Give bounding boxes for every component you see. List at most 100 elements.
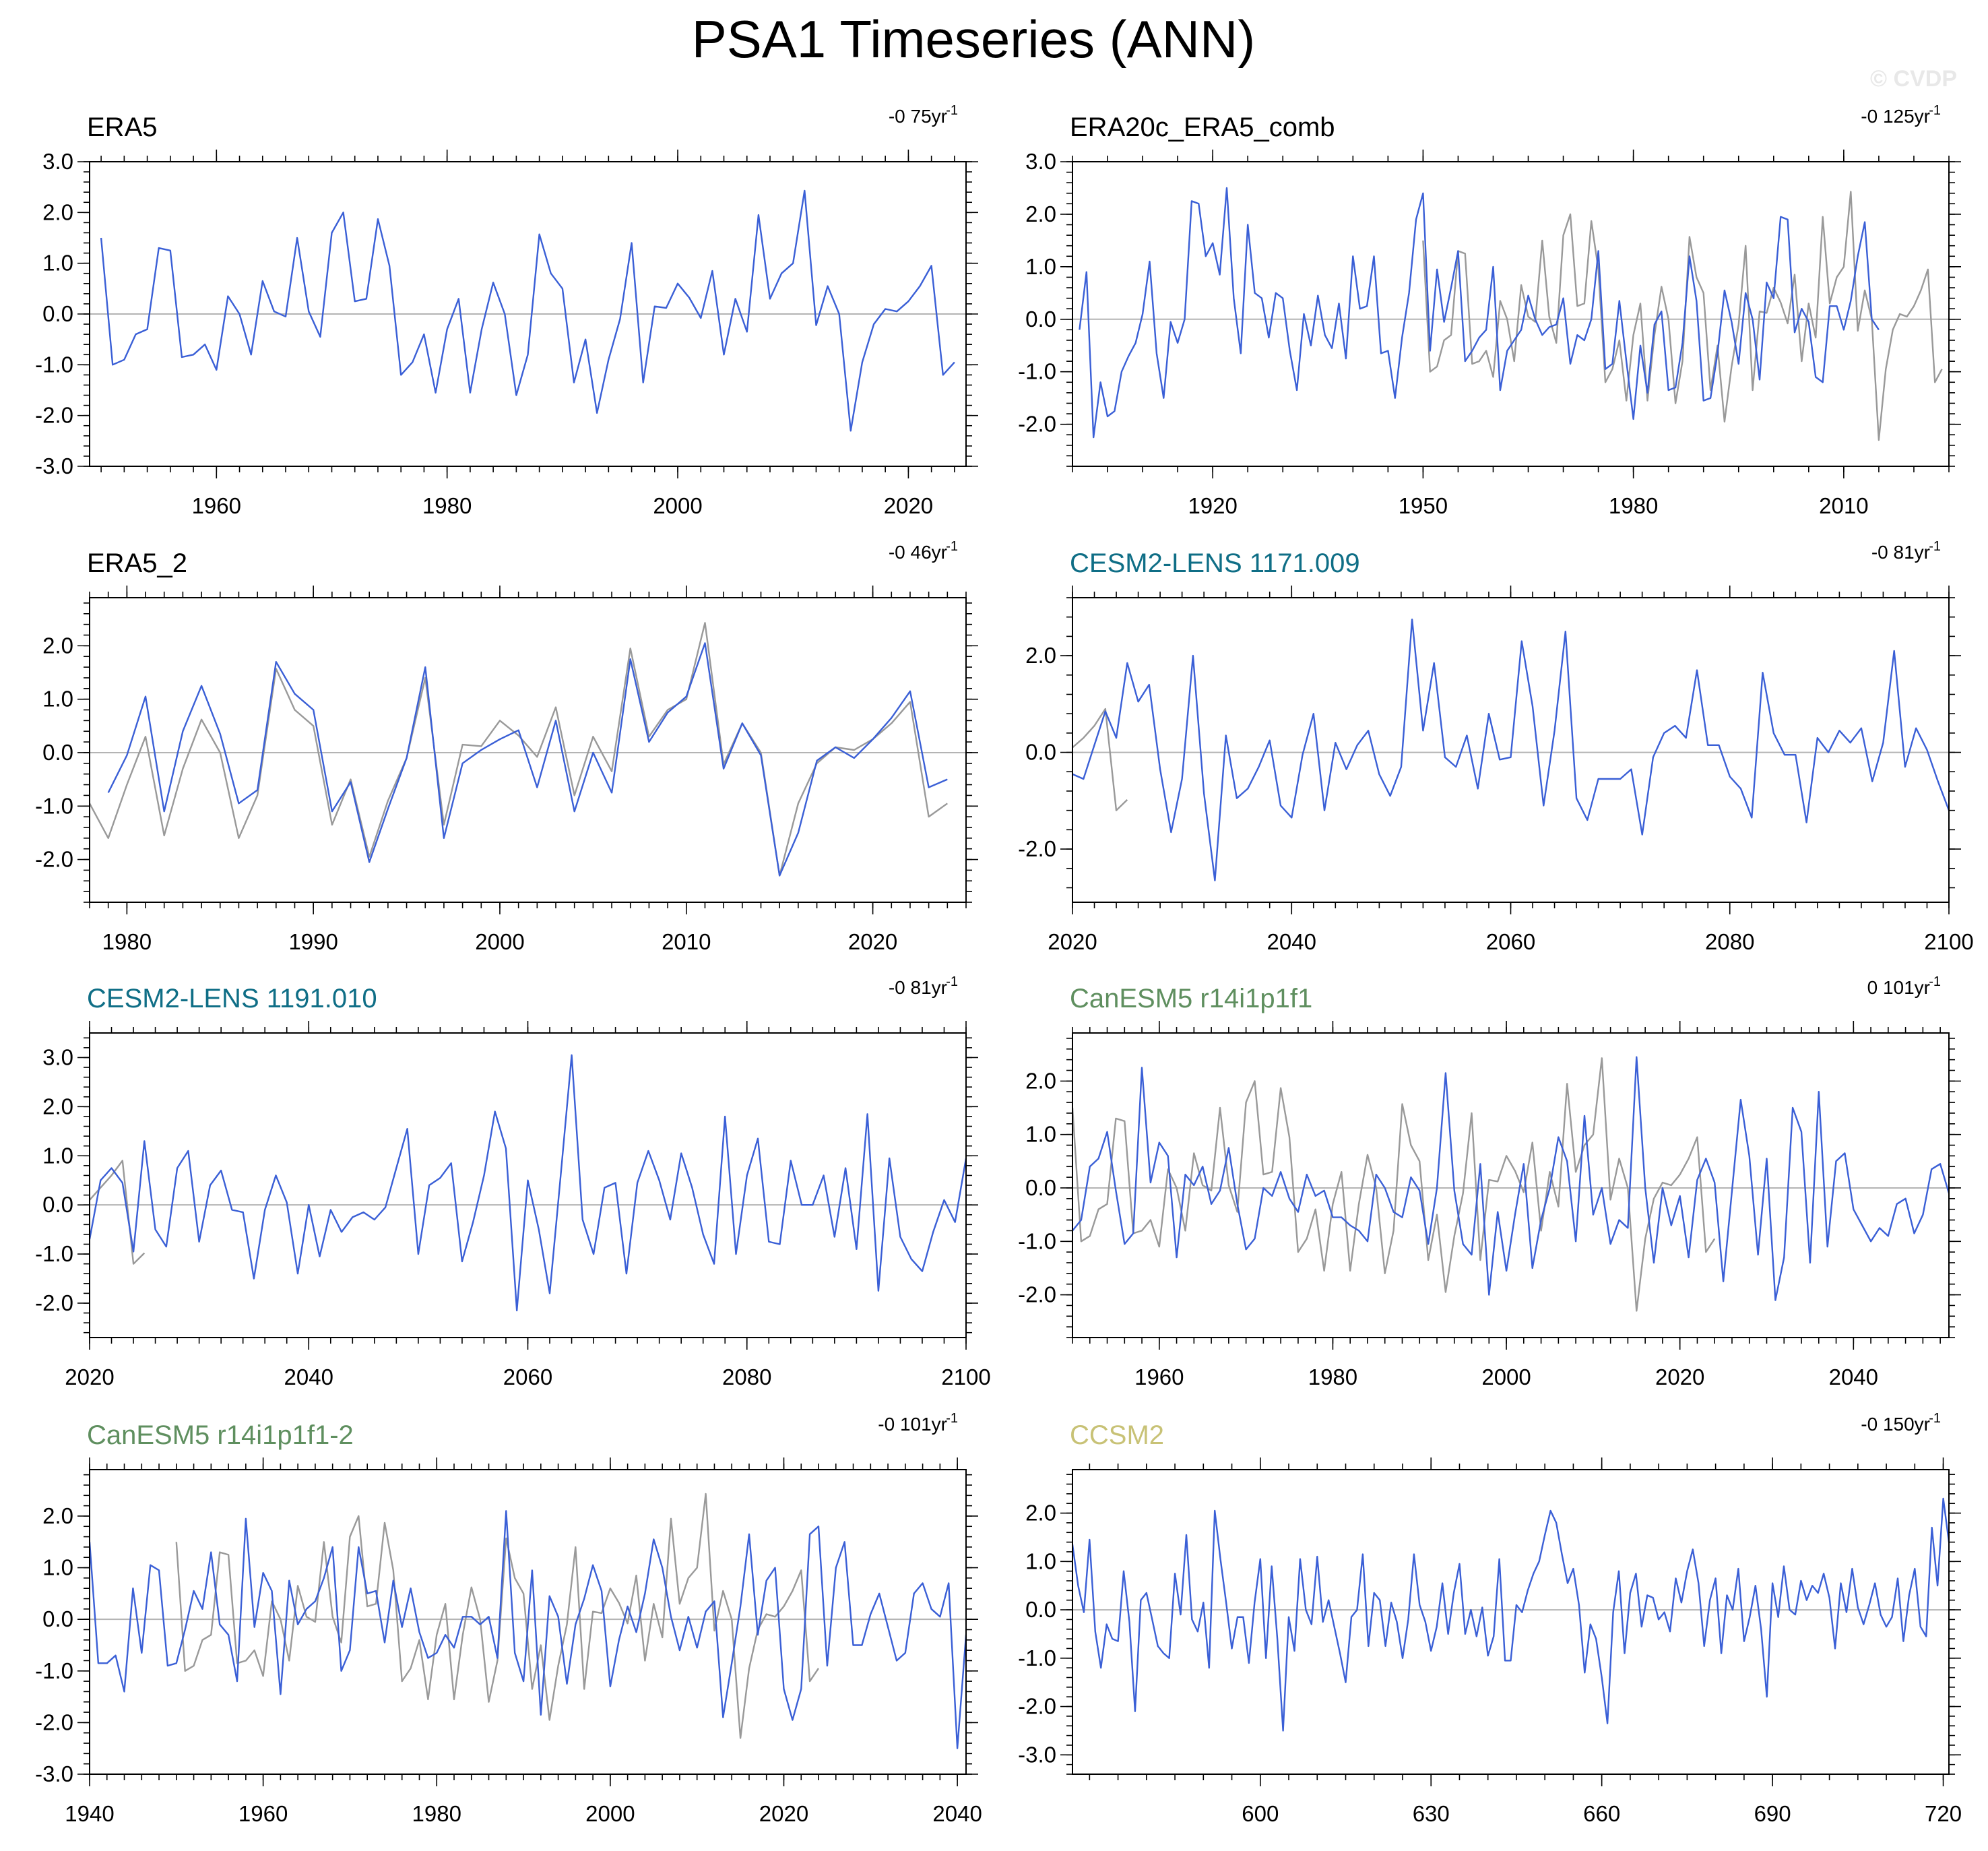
x-tick-label: 2020: [848, 929, 897, 954]
y-tick-label: 0.0: [1025, 307, 1056, 332]
series-line: [1072, 1497, 1949, 1732]
trend-superscript: -1: [946, 974, 958, 989]
y-tick-label: 2.0: [42, 1503, 73, 1528]
y-tick-label: 2.0: [1025, 1501, 1056, 1526]
x-tick-label: 1980: [422, 493, 472, 518]
trend-superscript: -1: [946, 539, 958, 554]
trend-superscript: -1: [1929, 974, 1941, 989]
y-tick-label: 1.0: [1025, 1548, 1056, 1573]
y-tick-label: 1.0: [42, 251, 73, 276]
x-tick-label: 2060: [503, 1364, 552, 1389]
series-line: [1072, 619, 1949, 881]
series-line: [1072, 1056, 1949, 1301]
x-tick-label: 2080: [1705, 929, 1754, 954]
series-line: [90, 1510, 966, 1749]
tick-marks: [77, 1457, 978, 1786]
x-tick-label: 2040: [1829, 1364, 1878, 1389]
y-tick-label: 0.0: [42, 740, 73, 765]
x-tick-label: 2100: [1924, 929, 1973, 954]
panels-container: -3.0 -2.0 -1.0 0.0 1.0 2.0 3.0 1960 1980 2000 2020…: [35, 103, 1974, 1826]
chart-panel: -3.0 -2.0 -1.0 0.0 1.0 2.0 600 630 660 690 720 CCSM…: [1018, 1411, 1962, 1826]
panel-title: ERA5: [87, 113, 158, 142]
series-line: [100, 189, 955, 432]
x-tick-label: 2000: [653, 493, 702, 518]
y-tick-label: 1.0: [42, 687, 73, 712]
y-tick-label: -3.0: [35, 1761, 73, 1786]
y-tick-label: 1.0: [1025, 1122, 1056, 1147]
y-tick-label: -1.0: [1018, 1228, 1056, 1253]
tick-marks: [77, 586, 978, 914]
x-tick-label: 2020: [1655, 1364, 1704, 1389]
x-tick-label: 2100: [941, 1364, 990, 1389]
x-tick-label: 2040: [932, 1801, 982, 1826]
plot-frame: [1072, 1469, 1950, 1775]
x-tick-label: 630: [1413, 1801, 1450, 1826]
trend-label: 0 101yr: [1867, 977, 1930, 998]
chart-panel: -3.0 -2.0 -1.0 0.0 1.0 2.0 3.0 1960 1980 2000 2020…: [35, 103, 978, 518]
y-tick-label: 2.0: [42, 1094, 73, 1119]
trend-superscript: -1: [1929, 103, 1941, 118]
chart-panel: -2.0 -1.0 0.0 1.0 2.0 1980 1990 2000 2010 2020 ERA…: [35, 539, 978, 954]
series-line: [90, 622, 948, 877]
x-tick-label: 2020: [65, 1364, 114, 1389]
x-tick-label: 2010: [1819, 493, 1868, 518]
panel-title: ERA20c_ERA5_comb: [1070, 113, 1335, 142]
y-tick-label: 3.0: [1025, 149, 1056, 174]
series-line: [1422, 191, 1943, 441]
x-tick-label: 1940: [65, 1801, 114, 1826]
x-tick-label: 1980: [412, 1801, 461, 1826]
y-tick-label: 2.0: [42, 199, 73, 224]
x-tick-label: 2020: [759, 1801, 808, 1826]
trend-label: -0 46yr: [889, 542, 947, 563]
trend-superscript: -1: [1929, 539, 1941, 554]
y-tick-label: -2.0: [35, 1290, 73, 1315]
x-tick-label: 1960: [192, 493, 241, 518]
y-tick-label: 1.0: [42, 1143, 73, 1168]
x-tick-label: 2010: [662, 929, 711, 954]
trend-superscript: -1: [946, 1411, 958, 1426]
plot-frame: [89, 1469, 967, 1775]
panel-title: CESM2-LENS 1171.009: [1070, 548, 1360, 578]
chart-panel: -2.0 0.0 2.0 2020 2040 2060 2080 2100 CESM2-LENS…: [1018, 539, 1974, 954]
trend-label: -0 75yr: [889, 106, 947, 127]
series-line: [90, 1054, 966, 1312]
tick-marks: [1060, 150, 1961, 478]
x-tick-label: 2060: [1486, 929, 1535, 954]
x-tick-label: 600: [1242, 1801, 1279, 1826]
plot-frame: [1072, 1032, 1950, 1338]
plot-frame: [1072, 161, 1950, 467]
x-tick-label: 2000: [585, 1801, 635, 1826]
series-line: [1072, 1057, 1716, 1312]
y-tick-label: -2.0: [35, 403, 73, 428]
chart-panel: -2.0 -1.0 0.0 1.0 2.0 1960 1980 2000 2020 2040 Can…: [1018, 974, 1961, 1389]
x-tick-label: 1920: [1188, 493, 1237, 518]
y-tick-label: -2.0: [35, 1709, 73, 1734]
chart-panel: -3.0 -2.0 -1.0 0.0 1.0 2.0 1940 1960 1980 2000 202…: [35, 1411, 982, 1826]
y-tick-label: -3.0: [35, 453, 73, 478]
series-line: [107, 642, 948, 877]
x-tick-label: 1980: [1308, 1364, 1357, 1389]
y-tick-label: -1.0: [1018, 359, 1056, 384]
y-tick-label: -1.0: [35, 1241, 73, 1266]
y-tick-label: 0.0: [42, 301, 73, 326]
y-tick-label: 3.0: [42, 1044, 73, 1069]
x-tick-label: 2000: [1481, 1364, 1531, 1389]
panel-title: ERA5_2: [87, 548, 187, 578]
tick-marks: [77, 1021, 978, 1350]
trend-label: -0 125yr: [1861, 106, 1930, 127]
x-tick-label: 660: [1583, 1801, 1620, 1826]
y-tick-label: -2.0: [1018, 836, 1056, 861]
trend-superscript: -1: [946, 103, 958, 118]
y-tick-label: 0.0: [1025, 1175, 1056, 1200]
panel-title: CESM2-LENS 1191.010: [87, 984, 377, 1013]
trend-superscript: -1: [1929, 1411, 1941, 1426]
chart-panel: -2.0 -1.0 0.0 1.0 2.0 3.0 1920 1950 1980 2010 ERA2…: [1018, 103, 1961, 518]
y-tick-label: 2.0: [1025, 643, 1056, 668]
y-tick-label: -1.0: [35, 1658, 73, 1683]
tick-marks: [1060, 586, 1961, 914]
x-tick-label: 2040: [1267, 929, 1316, 954]
x-tick-label: 1950: [1399, 493, 1448, 518]
x-tick-label: 1960: [238, 1801, 288, 1826]
x-tick-label: 690: [1754, 1801, 1791, 1826]
y-tick-label: -2.0: [1018, 1282, 1056, 1307]
